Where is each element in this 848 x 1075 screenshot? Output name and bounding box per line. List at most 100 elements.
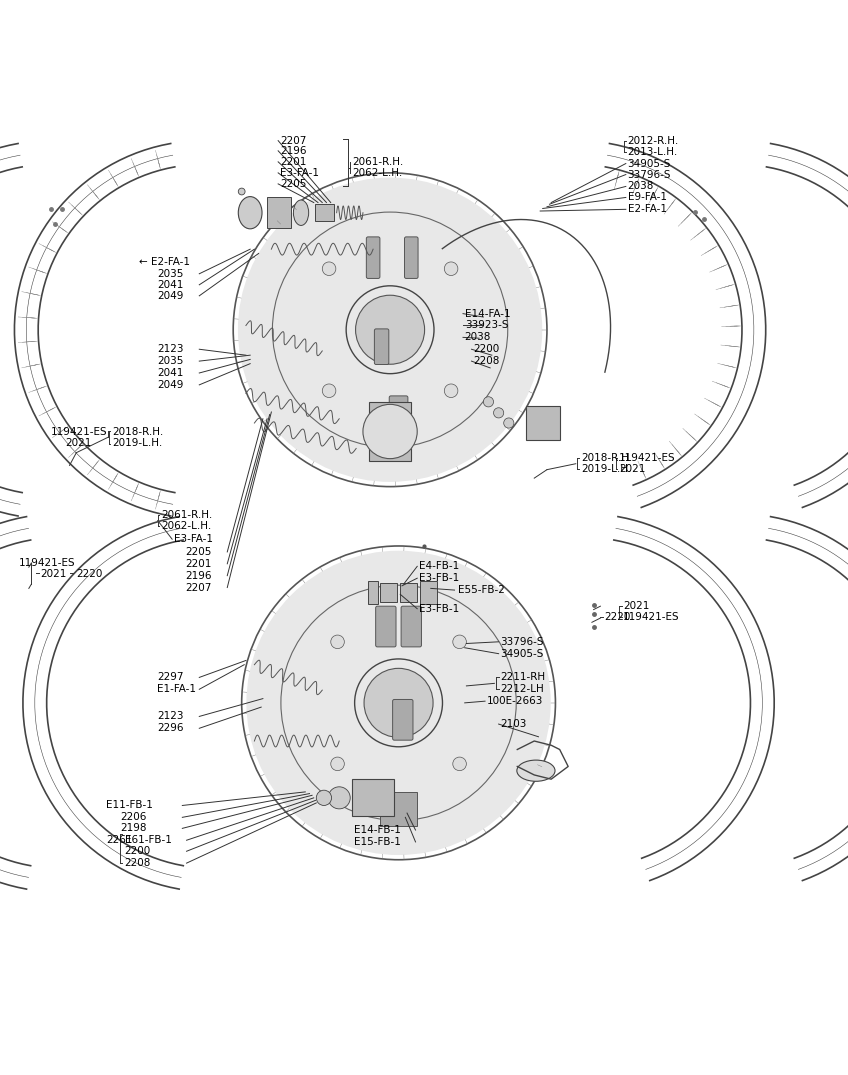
Circle shape [331,757,344,771]
Bar [380,792,417,826]
Circle shape [494,407,504,418]
FancyBboxPatch shape [389,396,408,433]
Ellipse shape [293,200,309,226]
Text: 2207: 2207 [280,135,306,145]
Circle shape [316,790,332,805]
Text: 2061-R.H.: 2061-R.H. [352,157,403,167]
Text: 119421-ES: 119421-ES [51,428,108,438]
Text: 2038: 2038 [465,332,491,342]
Text: 2201: 2201 [280,157,306,167]
Text: 2012-R.H.: 2012-R.H. [628,135,678,145]
Text: 119421-ES: 119421-ES [19,558,75,568]
Text: 2018-R.H.: 2018-R.H. [581,453,632,463]
Circle shape [322,384,336,398]
Text: 2123: 2123 [157,344,183,355]
Text: 2205: 2205 [185,547,211,557]
Text: 2013-L.H.: 2013-L.H. [628,146,678,157]
Bar [315,204,334,221]
Text: 100E-2663: 100E-2663 [487,697,543,706]
Bar [369,402,411,461]
Text: E3-FB-1: E3-FB-1 [419,573,459,584]
Circle shape [331,635,344,648]
FancyBboxPatch shape [404,236,418,278]
Ellipse shape [238,188,245,195]
Text: 2021: 2021 [65,439,92,448]
Text: 2123: 2123 [157,712,183,721]
Bar [420,580,437,604]
Text: 2207: 2207 [185,583,211,592]
Text: 119421-ES: 119421-ES [623,612,680,622]
Text: 2220: 2220 [605,612,631,622]
Ellipse shape [238,197,262,229]
FancyBboxPatch shape [366,236,380,278]
Text: E11-FB-1: E11-FB-1 [106,801,153,811]
Text: 2038: 2038 [628,182,654,191]
Circle shape [444,384,458,398]
Circle shape [364,669,433,737]
Text: 2021: 2021 [41,569,67,579]
Text: E1-FA-1: E1-FA-1 [157,685,196,694]
Circle shape [322,262,336,275]
Bar [400,584,417,602]
Text: 2208: 2208 [125,858,151,869]
Text: E9-FA-1: E9-FA-1 [628,192,667,202]
Text: 2212-LH: 2212-LH [500,685,544,694]
Circle shape [363,404,417,459]
Text: E3-FB-1: E3-FB-1 [419,604,459,614]
Bar [526,406,560,440]
Circle shape [483,397,494,407]
Text: E3-FA-1: E3-FA-1 [174,534,213,544]
Ellipse shape [516,760,555,782]
Text: 2049: 2049 [157,379,183,390]
Text: 2019-L.H.: 2019-L.H. [112,439,162,448]
FancyBboxPatch shape [376,606,396,647]
Text: 2208: 2208 [473,356,499,367]
Text: 2220: 2220 [76,569,103,579]
Text: 2061-R.H.: 2061-R.H. [161,510,212,519]
Text: E55-FB-2: E55-FB-2 [458,585,505,596]
Text: E4-FB-1: E4-FB-1 [419,561,459,571]
Circle shape [238,177,542,482]
Text: 33923-S: 33923-S [465,320,508,330]
Circle shape [453,635,466,648]
Text: 2103: 2103 [500,719,527,729]
Text: 2021: 2021 [619,463,645,474]
Text: 2261: 2261 [106,835,132,845]
Bar [267,198,291,228]
Text: 34905-S: 34905-S [500,648,544,659]
Text: 33796-S: 33796-S [628,170,671,180]
Bar [380,584,397,602]
Text: 2021: 2021 [623,601,650,612]
Text: 2035: 2035 [157,356,183,367]
Text: 33796-S: 33796-S [500,636,544,647]
Text: 34905-S: 34905-S [628,158,671,169]
Text: E61-FB-1: E61-FB-1 [125,835,171,845]
Text: 2200: 2200 [125,846,151,857]
Text: 2035: 2035 [157,269,183,278]
Text: E15-FB-1: E15-FB-1 [354,837,401,847]
Text: 2201: 2201 [185,559,211,569]
Text: 2205: 2205 [280,178,306,189]
Text: 2296: 2296 [157,723,183,733]
Circle shape [247,550,550,855]
Circle shape [328,787,350,808]
Circle shape [444,262,458,275]
Text: E3-FA-1: E3-FA-1 [280,168,319,177]
Text: 2297: 2297 [157,673,183,683]
Circle shape [453,757,466,771]
Text: 2049: 2049 [157,291,183,301]
Text: 2062-L.H.: 2062-L.H. [161,520,211,531]
FancyBboxPatch shape [393,700,413,741]
Text: 2206: 2206 [120,813,147,822]
Bar [368,580,378,604]
FancyBboxPatch shape [375,329,388,364]
Text: 2211-RH: 2211-RH [500,673,545,683]
Text: 2198: 2198 [120,823,147,833]
Text: 2041: 2041 [157,368,183,378]
FancyBboxPatch shape [401,606,421,647]
Text: 2062-L.H.: 2062-L.H. [352,168,402,177]
Bar [352,779,394,817]
Text: E14-FB-1: E14-FB-1 [354,825,401,835]
Circle shape [504,418,514,428]
Text: E14-FA-1: E14-FA-1 [465,309,510,318]
